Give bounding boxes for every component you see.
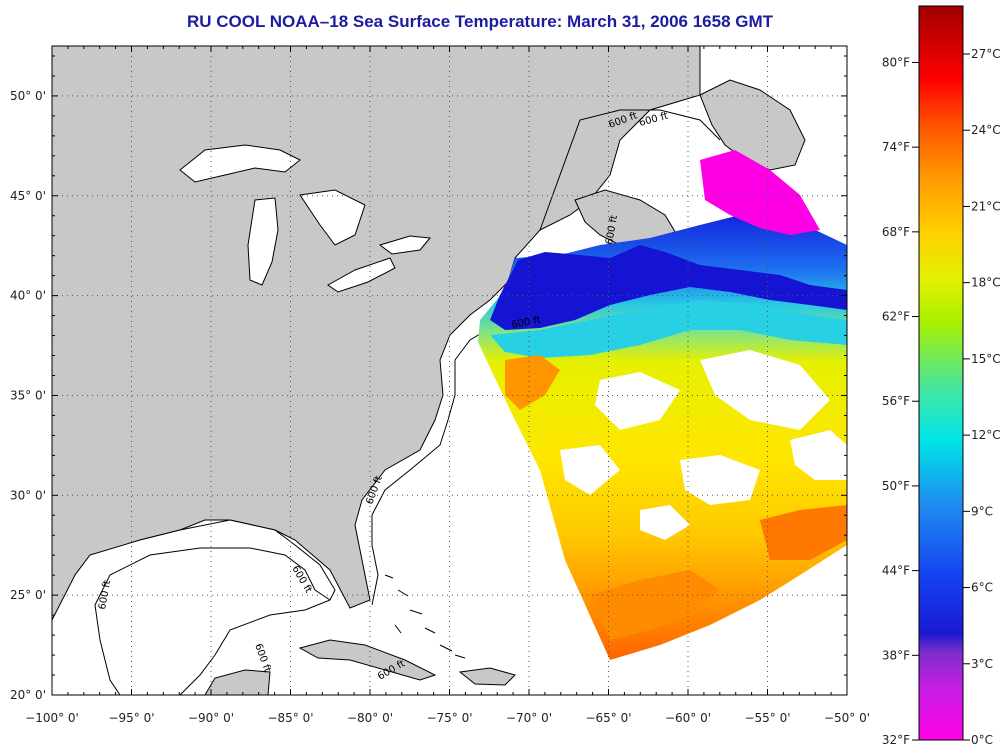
colorbar-c-label: 6°C (971, 581, 993, 595)
lake-erie (327, 257, 396, 293)
longitude-label: −85° 0' (267, 711, 313, 725)
longitude-label: −100° 0' (25, 711, 79, 725)
colorbar-c-label: 15°C (971, 352, 1001, 366)
cuba-land (298, 639, 437, 681)
colorbar-f-label: 32°F (882, 733, 910, 747)
longitude-label: −75° 0' (426, 711, 472, 725)
colorbar-c-label: 18°C (971, 276, 1001, 290)
shelf-isobath-north (539, 109, 721, 231)
colorbar-f-label: 68°F (882, 225, 910, 239)
isobath-label: 600 ft (97, 579, 113, 610)
shelf-isobath-east-coast (371, 309, 521, 606)
bahamas-islands (384, 574, 466, 659)
colorbar: 32°F 38°F 44°F 50°F 56°F 62°F 68°F 74°F 80°F 0°C… (882, 5, 1001, 747)
shelf-isobath-gulf (94, 547, 331, 695)
colorbar-gradient (918, 5, 964, 741)
colorbar-c-label: 24°C (971, 123, 1001, 137)
latitude-label: 30° 0' (10, 488, 46, 502)
newfoundland-land (699, 79, 806, 171)
longitude-label: −90° 0' (188, 711, 234, 725)
colorbar-celsius-labels: 0°C 3°C 6°C 9°C 12°C 15°C 18°C 21°C 24°C 27°C (963, 47, 1001, 747)
lake-michigan (247, 197, 279, 286)
longitude-label: −80° 0' (347, 711, 393, 725)
colorbar-c-label: 0°C (971, 733, 993, 747)
isobath-label: 600 ft (604, 214, 620, 245)
hispaniola-land (458, 667, 516, 686)
lake-superior (179, 144, 301, 183)
isobath-label: 600 ft (511, 315, 542, 331)
longitude-label: −50° 0' (824, 711, 870, 725)
longitude-label: −65° 0' (585, 711, 631, 725)
latitude-labels: 20° 0' 25° 0' 30° 0' 35° 0' 40° 0' 45° 0' 50° … (10, 89, 46, 702)
longitude-label: −95° 0' (108, 711, 154, 725)
colorbar-c-label: 21°C (971, 199, 1001, 213)
colorbar-f-label: 62°F (882, 310, 910, 324)
latitude-label: 35° 0' (10, 388, 46, 402)
colorbar-c-label: 3°C (971, 657, 993, 671)
latitude-label: 50° 0' (10, 89, 46, 103)
graticule (52, 46, 847, 695)
colorbar-c-label: 27°C (971, 47, 1001, 61)
colorbar-f-label: 80°F (882, 55, 910, 69)
colorbar-f-label: 50°F (882, 479, 910, 493)
colorbar-f-label: 74°F (882, 140, 910, 154)
latitude-label: 40° 0' (10, 289, 46, 303)
colorbar-c-label: 9°C (971, 504, 993, 518)
longitude-label: −60° 0' (665, 711, 711, 725)
colorbar-f-label: 56°F (882, 394, 910, 408)
sst-swath (478, 150, 847, 660)
longitude-label: −70° 0' (506, 711, 552, 725)
lake-huron (299, 189, 366, 246)
axis-ticks (51, 46, 848, 696)
colorbar-c-label: 12°C (971, 428, 1001, 442)
latitude-label: 20° 0' (10, 688, 46, 702)
colorbar-fahrenheit-labels: 32°F 38°F 44°F 50°F 56°F 62°F 68°F 74°F 80°F (882, 55, 919, 747)
colorbar-f-label: 44°F (882, 564, 910, 578)
map-title: RU COOL NOAA–18 Sea Surface Temperature:… (186, 12, 774, 31)
latitude-label: 45° 0' (10, 189, 46, 203)
longitude-label: −55° 0' (744, 711, 790, 725)
yucatan-land (204, 669, 271, 695)
colorbar-f-label: 38°F (882, 648, 910, 662)
lake-ontario (378, 235, 431, 255)
latitude-label: 25° 0' (10, 588, 46, 602)
longitude-labels: −100° 0' −95° 0' −90° 0' −85° 0' −80° 0' −75°… (25, 711, 870, 725)
